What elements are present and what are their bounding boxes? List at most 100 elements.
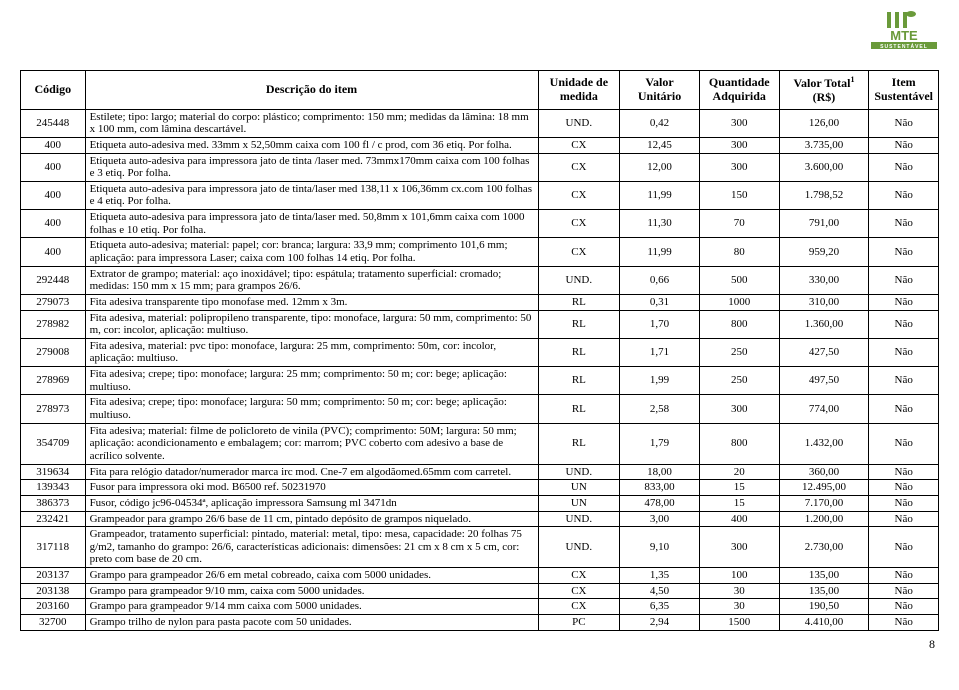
cell-qtd: 150 [699,181,779,209]
cell-sust: Não [869,109,939,137]
cell-valor-unit: 11,99 [620,238,700,266]
cell-codigo: 400 [21,210,86,238]
cell-desc: Etiqueta auto-adesiva para impressora ja… [85,153,538,181]
cell-valor-total: 497,50 [779,367,869,395]
cell-valor-unit: 12,00 [620,153,700,181]
cell-codigo: 400 [21,153,86,181]
table-row: 278973Fita adesiva; crepe; tipo: monofac… [21,395,939,423]
cell-valor-total: 427,50 [779,338,869,366]
cell-sust: Não [869,181,939,209]
cell-desc: Etiqueta auto-adesiva; material: papel; … [85,238,538,266]
cell-unidade: UN [538,480,620,496]
cell-qtd: 300 [699,109,779,137]
cell-valor-total: 1.360,00 [779,310,869,338]
cell-unidade: CX [538,568,620,584]
cell-codigo: 317118 [21,527,86,568]
table-row: 319634Fita para relógio datador/numerado… [21,464,939,480]
table-row: 400Etiqueta auto-adesiva; material: pape… [21,238,939,266]
cell-valor-unit: 478,00 [620,495,700,511]
table-row: 203137Grampo para grampeador 26/6 em met… [21,568,939,584]
cell-qtd: 70 [699,210,779,238]
cell-valor-unit: 833,00 [620,480,700,496]
cell-sust: Não [869,599,939,615]
cell-sust: Não [869,210,939,238]
cell-unidade: CX [538,210,620,238]
cell-qtd: 250 [699,338,779,366]
items-table: Código Descrição do item Unidade de medi… [20,70,939,631]
cell-valor-unit: 4,50 [620,583,700,599]
table-header-row: Código Descrição do item Unidade de medi… [21,71,939,110]
cell-desc: Grampo para grampeador 26/6 em metal cob… [85,568,538,584]
cell-sust: Não [869,583,939,599]
cell-desc: Fusor, código jc96-04534ª, aplicação imp… [85,495,538,511]
cell-unidade: RL [538,294,620,310]
cell-qtd: 1500 [699,615,779,631]
cell-sust: Não [869,395,939,423]
cell-valor-unit: 1,70 [620,310,700,338]
cell-unidade: UND. [538,109,620,137]
table-row: 400Etiqueta auto-adesiva para impressora… [21,210,939,238]
cell-qtd: 800 [699,310,779,338]
cell-unidade: CX [538,137,620,153]
cell-sust: Não [869,153,939,181]
cell-codigo: 292448 [21,266,86,294]
col-header-codigo: Código [21,71,86,110]
table-row: 32700Grampo trilho de nylon para pasta p… [21,615,939,631]
cell-desc: Etiqueta auto-adesiva para impressora ja… [85,181,538,209]
cell-desc: Fita adesiva, material: pvc tipo: monofa… [85,338,538,366]
cell-sust: Não [869,480,939,496]
cell-codigo: 278973 [21,395,86,423]
cell-qtd: 300 [699,137,779,153]
cell-codigo: 203160 [21,599,86,615]
cell-desc: Fita adesiva; crepe; tipo: monoface; lar… [85,367,538,395]
cell-desc: Fita adesiva, material: polipropileno tr… [85,310,538,338]
cell-valor-total: 3.600,00 [779,153,869,181]
cell-codigo: 319634 [21,464,86,480]
table-row: 279008Fita adesiva, material: pvc tipo: … [21,338,939,366]
cell-desc: Fusor para impressora oki mod. B6500 ref… [85,480,538,496]
table-row: 278982Fita adesiva, material: polipropil… [21,310,939,338]
cell-valor-unit: 0,31 [620,294,700,310]
cell-qtd: 15 [699,495,779,511]
cell-codigo: 203137 [21,568,86,584]
table-row: 139343Fusor para impressora oki mod. B65… [21,480,939,496]
table-row: 292448Extrator de grampo; material: aço … [21,266,939,294]
cell-valor-total: 7.170,00 [779,495,869,511]
table-row: 386373Fusor, código jc96-04534ª, aplicaç… [21,495,939,511]
cell-unidade: CX [538,238,620,266]
cell-desc: Estilete; tipo: largo; material do corpo… [85,109,538,137]
cell-codigo: 278969 [21,367,86,395]
cell-qtd: 100 [699,568,779,584]
cell-codigo: 32700 [21,615,86,631]
cell-codigo: 245448 [21,109,86,137]
cell-codigo: 279073 [21,294,86,310]
cell-unidade: CX [538,583,620,599]
cell-unidade: RL [538,310,620,338]
cell-qtd: 800 [699,423,779,464]
cell-valor-unit: 0,42 [620,109,700,137]
col-header-valor-total: Valor Total1 (R$) [779,71,869,110]
cell-qtd: 300 [699,395,779,423]
table-row: 203138Grampo para grampeador 9/10 mm, ca… [21,583,939,599]
cell-valor-total: 1.432,00 [779,423,869,464]
col-header-qtd: Quantidade Adquirida [699,71,779,110]
cell-codigo: 386373 [21,495,86,511]
cell-valor-unit: 1,71 [620,338,700,366]
col-header-sust: Item Sustentável [869,71,939,110]
cell-valor-unit: 1,35 [620,568,700,584]
cell-qtd: 30 [699,599,779,615]
cell-unidade: UND. [538,464,620,480]
cell-sust: Não [869,495,939,511]
logo-text-top: MTE [890,28,918,43]
cell-codigo: 279008 [21,338,86,366]
cell-codigo: 354709 [21,423,86,464]
cell-qtd: 400 [699,511,779,527]
cell-unidade: UND. [538,266,620,294]
cell-qtd: 15 [699,480,779,496]
cell-valor-total: 1.798,52 [779,181,869,209]
cell-valor-total: 791,00 [779,210,869,238]
cell-valor-unit: 18,00 [620,464,700,480]
cell-valor-total: 3.735,00 [779,137,869,153]
cell-valor-total: 126,00 [779,109,869,137]
cell-valor-total: 4.410,00 [779,615,869,631]
